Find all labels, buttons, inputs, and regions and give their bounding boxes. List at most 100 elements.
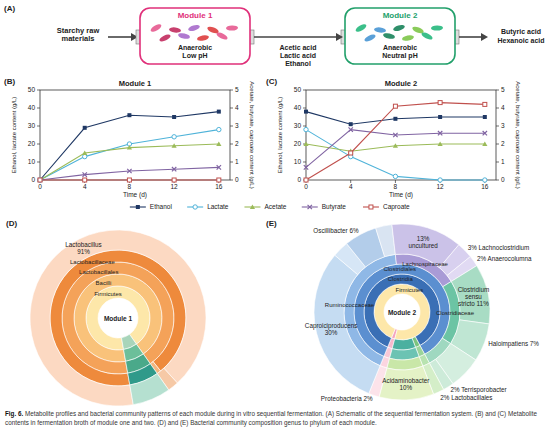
label-line: sensu: [465, 293, 482, 300]
label: 20: [28, 140, 36, 147]
series-marker: [83, 172, 87, 176]
label: Ethanol: [150, 203, 173, 210]
y2-tick: [496, 126, 499, 127]
series-marker: [82, 150, 87, 155]
label: 2% Lactobacillales: [440, 394, 492, 401]
y-tick: [303, 108, 306, 109]
series-marker: [303, 141, 308, 146]
label: Oscillibacter 6%: [313, 227, 359, 234]
series-marker: [349, 122, 353, 126]
label: 3: [501, 122, 505, 129]
legend-marker: [136, 205, 140, 209]
series-marker: [83, 178, 87, 182]
label: 2% Anaerocolumna: [477, 255, 532, 262]
label: 0: [297, 176, 301, 183]
y2-tick: [496, 144, 499, 145]
series-marker: [83, 126, 87, 130]
series-marker: [127, 178, 131, 182]
label: 10: [294, 158, 302, 165]
sunburst-segment: [30, 230, 206, 406]
bacterium-icon: [178, 32, 191, 40]
label: 2% Terrisporobacter: [450, 386, 506, 394]
series-marker: [38, 178, 42, 182]
y-tick: [37, 90, 40, 91]
label: Firmicutes: [396, 287, 424, 293]
bacterium-icon: [374, 27, 387, 34]
series-marker: [38, 178, 42, 182]
label: Anaerobic: [178, 44, 212, 51]
series-marker: [349, 127, 353, 131]
series-marker: [217, 110, 221, 114]
series-marker: [393, 104, 397, 108]
label: Module 2: [383, 11, 418, 20]
label: 13%uncultured: [408, 235, 438, 249]
series-marker: [172, 143, 177, 148]
label: Time (d): [389, 191, 413, 199]
bacterium-icon: [383, 32, 396, 40]
label: 40: [294, 104, 302, 111]
series-line: [40, 130, 219, 180]
label-line: stricto 11%: [458, 300, 489, 307]
label: (E): [266, 219, 277, 228]
label: Clostridiaceae: [436, 310, 475, 316]
label-line: Acidaminobacter: [382, 377, 429, 384]
label: Acetic acid: [280, 44, 317, 51]
series-marker: [393, 174, 397, 178]
caption: Fig. 6. Metabolite profiles and bacteria…: [5, 410, 549, 427]
label-line: materials: [62, 34, 95, 43]
y2-tick: [230, 126, 233, 127]
module-box: [140, 8, 250, 64]
label: 4: [349, 183, 353, 190]
y2-tick: [496, 162, 499, 163]
label: Anaerobic: [383, 44, 417, 51]
series-marker: [37, 177, 42, 182]
bacterium-icon: [363, 33, 376, 43]
label: Starchy rawmaterials: [57, 26, 100, 43]
label: Ethanol, lactate content (g/L): [11, 97, 17, 174]
series-marker: [438, 101, 442, 105]
y2-tick: [230, 90, 233, 91]
bacterium-icon: [150, 23, 163, 34]
caption-label: Fig. 6.: [5, 410, 23, 417]
series-marker: [304, 110, 308, 114]
label: (B): [4, 77, 15, 86]
series-line: [40, 144, 219, 180]
arrow-head: [481, 33, 488, 41]
series-marker: [172, 115, 176, 119]
bacterium-icon: [431, 25, 443, 31]
label: Ruminococcaceae: [325, 302, 375, 308]
series-marker: [127, 169, 131, 173]
bacterium-icon: [402, 34, 415, 41]
arrow-shaft: [108, 36, 133, 38]
label: Hexanoic acid: [497, 37, 544, 44]
series-marker: [304, 127, 308, 131]
label: 0: [304, 183, 308, 190]
label: 1: [501, 158, 505, 165]
label: Module 2: [388, 309, 417, 316]
series-line: [306, 130, 485, 180]
sunburst-segment: [62, 262, 174, 374]
series-marker: [127, 145, 132, 150]
label-line: 10%: [400, 384, 413, 391]
bacterium-icon: [215, 31, 228, 41]
y-tick: [37, 144, 40, 145]
label-line: Clostridium: [458, 286, 490, 293]
series-marker: [38, 178, 42, 182]
series-marker: [482, 141, 487, 146]
sunburst: [314, 224, 490, 400]
y-tick: [303, 126, 306, 127]
arrow-shaft: [459, 36, 483, 38]
bacterium-icon: [355, 23, 368, 34]
label: Haloimpatiens 7%: [488, 340, 539, 348]
series-marker: [393, 143, 398, 148]
bacterium-icon: [169, 27, 182, 34]
series-marker: [216, 141, 221, 146]
label: Acetate, butyrate, caproate content (g/L…: [249, 81, 255, 188]
label: 2: [501, 140, 505, 147]
label-line: 30%: [325, 329, 338, 336]
y2-tick: [496, 90, 499, 91]
label-line: 13%: [417, 235, 430, 242]
label-line: 91%: [77, 248, 90, 255]
y2-tick: [230, 162, 233, 163]
series-marker: [438, 131, 442, 135]
